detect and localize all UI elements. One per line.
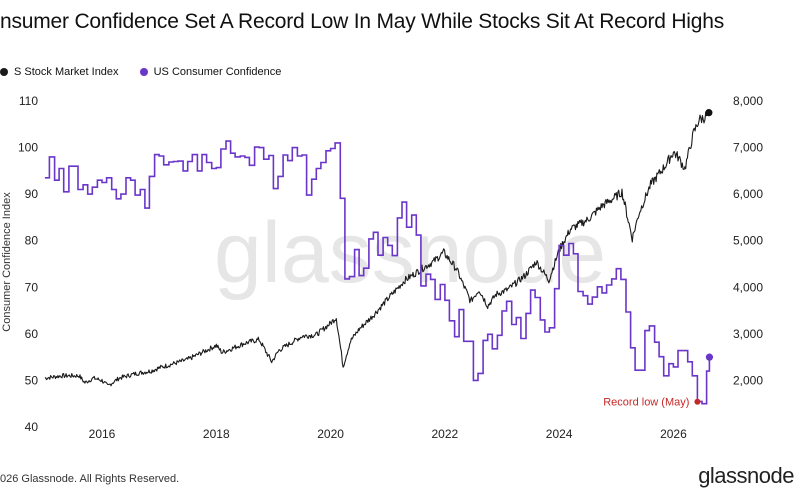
brand-logo: glassnode [698, 463, 794, 488]
chart-title: nsumer Confidence Set A Record Low In Ma… [0, 10, 725, 33]
series-line-stock-index [44, 110, 710, 387]
y-left-tick-label: 50 [25, 373, 39, 387]
y-axis-left-label: Consumer Confidence Index [1, 192, 13, 332]
legend-label-confidence: US Consumer Confidence [153, 66, 282, 79]
y-left-tick-label: 60 [25, 327, 39, 341]
x-tick-label: 2016 [89, 427, 116, 441]
y-left-tick-label: 40 [25, 420, 39, 434]
legend-dot-stock [0, 68, 8, 77]
y-right-tick-label: 8,000 [733, 94, 763, 108]
y-right-tick-label: 2,000 [733, 373, 763, 387]
copyright-text: 026 Glassnode. All Rights Reserved. [0, 473, 180, 485]
marks-layer: Record low (May) [603, 109, 714, 409]
y-right-tick-label: 7,000 [733, 141, 763, 155]
y-right-tick-label: 6,000 [733, 187, 763, 201]
y-left-tick-label: 100 [18, 141, 38, 155]
y-left-tick-label: 70 [25, 280, 39, 294]
y-right-tick-label: 3,000 [733, 327, 763, 341]
x-tick-label: 2022 [432, 427, 459, 441]
legend-label-stock: S Stock Market Index [14, 66, 119, 79]
y-axis-right: 2,000 3,000 4,000 5,000 6,000 7,000 8,000 [733, 94, 763, 387]
x-tick-label: 2026 [660, 427, 687, 441]
series-layer [44, 110, 711, 405]
y-left-tick-label: 110 [19, 94, 38, 108]
y-right-tick-label: 4,000 [733, 280, 763, 294]
endpoint-marker-stock-index[interactable] [705, 109, 713, 117]
legend-dot-confidence [139, 68, 148, 77]
series-line-consumer-confidence [44, 140, 711, 405]
legend-item-confidence[interactable]: US Consumer Confidence [139, 66, 282, 79]
x-axis: 2016 2018 2020 2022 2024 2026 [89, 427, 687, 441]
y-left-tick-label: 80 [25, 234, 39, 248]
y-right-tick-label: 5,000 [733, 234, 763, 248]
endpoint-marker-consumer-confidence[interactable] [705, 353, 714, 361]
watermark: glassnode [214, 205, 606, 301]
record-low-label: Record low (May) [603, 397, 689, 409]
y-axis-left: 40 50 60 70 80 90 100 110 [18, 94, 38, 434]
legend-item-stock[interactable]: S Stock Market Index [0, 66, 119, 78]
legend: S Stock Market Index US Consumer Confide… [0, 66, 299, 78]
x-tick-label: 2020 [317, 427, 344, 441]
y-left-tick-label: 90 [25, 187, 39, 201]
record-low-marker[interactable] [694, 398, 701, 405]
x-tick-label: 2018 [203, 427, 230, 441]
x-tick-label: 2024 [546, 427, 573, 441]
